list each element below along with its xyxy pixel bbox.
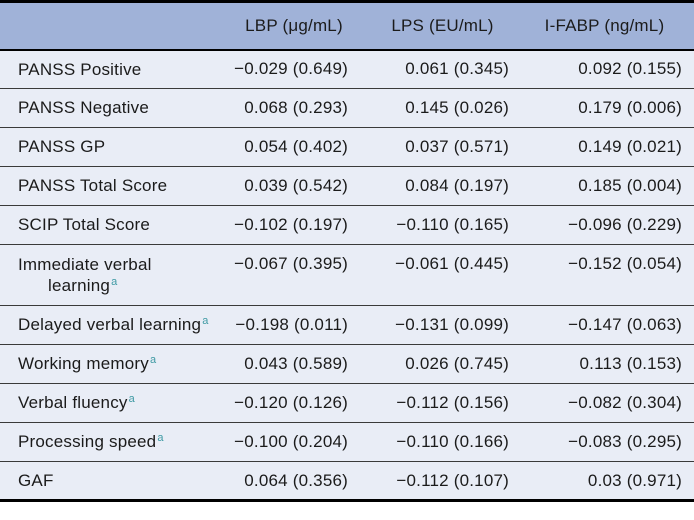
value-cell: 0.064 (0.356) xyxy=(244,470,348,490)
footnote-marker: a xyxy=(128,392,135,405)
table-row: Processing speeda −0.100 (0.204) −0.110 (0… xyxy=(0,422,694,462)
value-cell: 0.113 (0.153) xyxy=(579,354,682,373)
footnote-marker: a xyxy=(202,314,209,327)
value-cell: 0.061 (0.345) xyxy=(405,59,509,79)
column-header-lps: LPS (EU/mL) xyxy=(391,15,494,35)
row-label: PANSS GP xyxy=(18,137,106,157)
table-row: Verbal fluencya −0.120 (0.126) −0.112 (0.1… xyxy=(0,383,694,423)
row-label: Verbal fluencya xyxy=(18,392,135,413)
value-cell: −0.152 (0.054) xyxy=(568,254,682,273)
value-cell: −0.110 (0.166) xyxy=(396,432,509,451)
value-cell: −0.112 (0.107) xyxy=(396,470,509,490)
table-row: Immediate verbal learninga −0.067 (0.395) −… xyxy=(0,244,694,306)
row-label: Working memorya xyxy=(18,353,157,374)
value-cell: 0.039 (0.542) xyxy=(244,176,348,195)
column-header-ifabp: I-FABP (ng/mL) xyxy=(544,15,665,35)
table-header: LBP (μg/mL) LPS (EU/mL) I-FABP (ng/mL) xyxy=(0,1,694,50)
column-header-empty xyxy=(0,2,218,50)
table-body: PANSS Positive −0.029 (0.649) 0.061 (0.345… xyxy=(0,49,694,501)
value-cell: −0.112 (0.156) xyxy=(396,393,509,412)
table-row: PANSS Total Score 0.039 (0.542) 0.084 (0.1… xyxy=(0,166,694,206)
value-cell: 0.026 (0.745) xyxy=(405,354,509,373)
footnote-marker: a xyxy=(157,431,164,444)
table-row: SCIP Total Score −0.102 (0.197) −0.110 (0.… xyxy=(0,205,694,245)
value-cell: −0.096 (0.229) xyxy=(568,215,682,234)
row-label: PANSS Negative xyxy=(18,98,149,118)
value-cell: 0.037 (0.571) xyxy=(405,137,509,156)
value-cell: −0.029 (0.649) xyxy=(234,59,348,79)
value-cell: 0.185 (0.004) xyxy=(578,176,682,195)
table-row: PANSS Positive −0.029 (0.649) 0.061 (0.345… xyxy=(0,49,694,89)
table-row: Delayed verbal learninga −0.198 (0.011) −0… xyxy=(0,305,694,345)
value-cell: −0.083 (0.295) xyxy=(568,432,682,451)
table-row: PANSS Negative 0.068 (0.293) 0.145 (0.026)… xyxy=(0,88,694,128)
value-cell: −0.147 (0.063) xyxy=(568,315,682,334)
value-cell: 0.145 (0.026) xyxy=(405,98,509,117)
value-cell: −0.131 (0.099) xyxy=(395,315,509,334)
value-cell: −0.067 (0.395) xyxy=(234,254,348,273)
value-cell: 0.149 (0.021) xyxy=(578,137,682,156)
value-cell: 0.092 (0.155) xyxy=(578,59,682,79)
row-label: PANSS Total Score xyxy=(18,176,168,196)
value-cell: −0.082 (0.304) xyxy=(568,393,682,412)
row-label: PANSS Positive xyxy=(18,59,142,79)
row-label: Delayed verbal learninga xyxy=(18,314,209,335)
value-cell: 0.03 (0.971) xyxy=(587,470,682,490)
header-row: LBP (μg/mL) LPS (EU/mL) I-FABP (ng/mL) xyxy=(0,1,694,50)
row-label: GAF xyxy=(18,470,54,490)
value-cell: 0.068 (0.293) xyxy=(244,98,348,117)
value-cell: 0.043 (0.589) xyxy=(244,354,348,373)
value-cell: −0.102 (0.197) xyxy=(234,215,348,234)
table-row: GAF 0.064 (0.356) −0.112 (0.107) 0.03 (0.97… xyxy=(0,461,694,501)
row-label: SCIP Total Score xyxy=(18,215,151,235)
row-label: Processing speeda xyxy=(18,431,164,452)
column-header-lbp: LBP (μg/mL) xyxy=(245,15,343,35)
value-cell: −0.100 (0.204) xyxy=(234,432,348,451)
value-cell: −0.198 (0.011) xyxy=(235,315,348,334)
value-cell: 0.179 (0.006) xyxy=(578,98,682,117)
value-cell: 0.084 (0.197) xyxy=(405,176,509,195)
value-cell: −0.110 (0.165) xyxy=(396,215,509,234)
row-label: Immediate verbal learninga xyxy=(18,255,152,296)
footnote-marker: a xyxy=(111,275,118,288)
table-row: Working memorya 0.043 (0.589) 0.026 (0.745… xyxy=(0,344,694,384)
footnote-marker: a xyxy=(149,353,157,366)
table-row: PANSS GP 0.054 (0.402) 0.037 (0.571) 0.149 … xyxy=(0,127,694,167)
value-cell: −0.120 (0.126) xyxy=(234,393,348,412)
value-cell: 0.054 (0.402) xyxy=(244,137,348,156)
value-cell: −0.061 (0.445) xyxy=(395,254,509,273)
correlation-table: LBP (μg/mL) LPS (EU/mL) I-FABP (ng/mL) P… xyxy=(0,0,694,502)
